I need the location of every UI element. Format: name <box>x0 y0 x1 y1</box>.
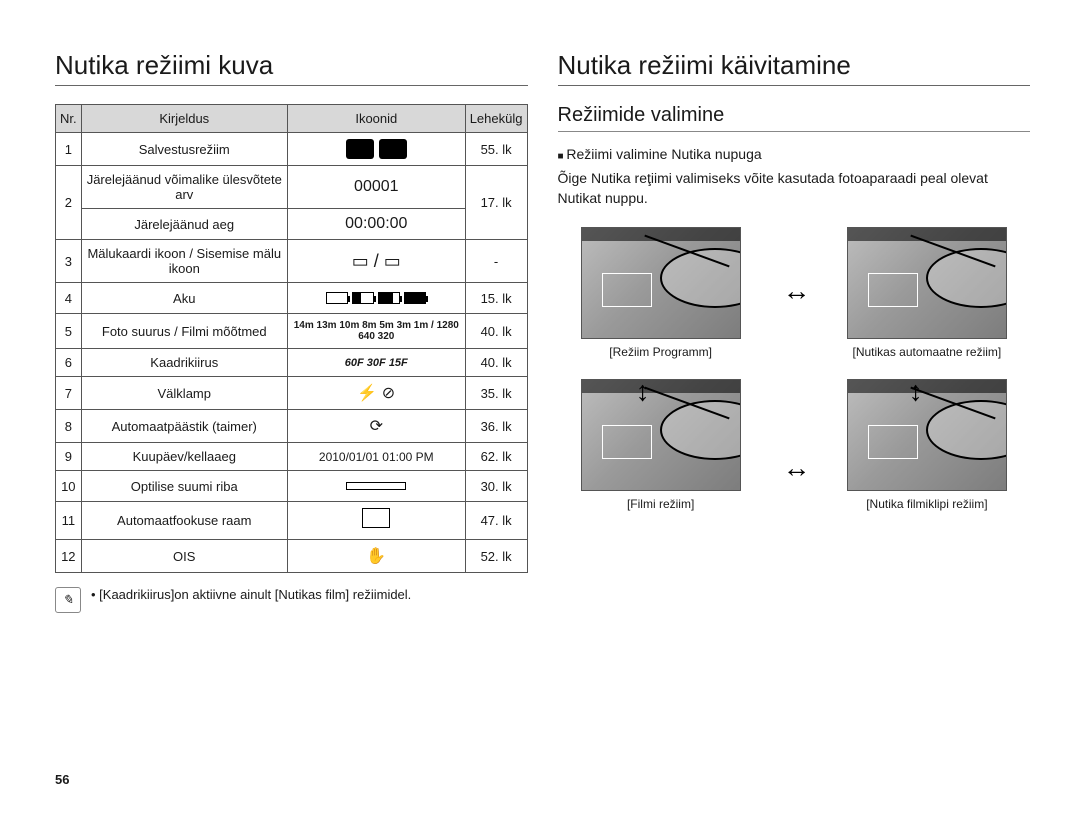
smart-icon <box>379 139 407 159</box>
body-text: Õige Nutika reţiimi valimiseks võite kas… <box>558 168 1031 209</box>
cell-desc: Aku <box>81 283 287 314</box>
thumb-block: [Nutikas automaatne režiim] <box>824 227 1030 359</box>
thumb-caption: [Filmi režiim] <box>558 497 764 511</box>
cell-icons: 2010/01/01 01:00 PM <box>287 443 465 471</box>
timer-icon: ⟳ <box>370 418 383 435</box>
cell-desc: Foto suurus / Filmi mõõtmed <box>81 314 287 349</box>
th-desc: Kirjeldus <box>81 105 287 133</box>
cell-page: 40. lk <box>465 314 527 349</box>
cell-page: 62. lk <box>465 443 527 471</box>
th-icons: Ikoonid <box>287 105 465 133</box>
battery-icon <box>324 289 428 306</box>
th-nr: Nr. <box>56 105 82 133</box>
camera-icon <box>346 139 374 159</box>
note-icon: ✎ <box>55 587 81 613</box>
cell-icons: 00:00:00 <box>287 209 465 240</box>
cell-nr: 2 <box>56 166 82 240</box>
thumb-caption: [Režiim Programm] <box>558 345 764 359</box>
cell-page: 17. lk <box>465 166 527 240</box>
ois-icon: ✋ <box>366 548 386 565</box>
cell-icons: ✋ <box>287 540 465 573</box>
left-title: Nutika režiimi kuva <box>55 50 528 86</box>
thumb-caption: [Nutikas automaatne režiim] <box>824 345 1030 359</box>
cell-desc: OIS <box>81 540 287 573</box>
cell-icons <box>287 283 465 314</box>
note-text: • [Kaadrikiirus]on aktiivne ainult [Nuti… <box>91 587 411 602</box>
cell-nr: 5 <box>56 314 82 349</box>
right-subtitle: Režiimide valimine <box>558 104 1031 132</box>
cell-icons: 60F 30F 15F <box>287 349 465 377</box>
cell-page: 40. lk <box>465 349 527 377</box>
cell-page: 47. lk <box>465 502 527 540</box>
zoom-bar-icon <box>346 482 406 490</box>
cell-nr: 9 <box>56 443 82 471</box>
icons-table: Nr. Kirjeldus Ikoonid Lehekülg 1 Salvest… <box>55 104 528 573</box>
cell-page: 35. lk <box>465 377 527 410</box>
cell-desc: Kaadrikiirus <box>81 349 287 377</box>
cell-nr: 10 <box>56 471 82 502</box>
cell-icons: 14m 13m 10m 8m 5m 3m 1m / 1280 640 320 <box>287 314 465 349</box>
thumb-caption: [Nutika filmiklipi režiim] <box>824 497 1030 511</box>
cell-icons <box>287 471 465 502</box>
cell-page: 30. lk <box>465 471 527 502</box>
cell-icons: ⟳ <box>287 410 465 443</box>
thumbs-wrap: [Režiim Programm] [Nutikas automaatne re… <box>558 227 1031 511</box>
arrow-icon: ↔ <box>783 452 811 484</box>
thumb-preview <box>847 227 1007 339</box>
cell-page: 55. lk <box>465 133 527 166</box>
cell-icons: ▭ / ▭ <box>287 240 465 283</box>
cell-desc: Järelejäänud võimalike ülesvõtete arv <box>81 166 287 209</box>
cell-page: - <box>465 240 527 283</box>
cell-icons <box>287 133 465 166</box>
thumb-block: [Režiim Programm] <box>558 227 764 359</box>
page-number: 56 <box>55 772 69 787</box>
cell-nr: 8 <box>56 410 82 443</box>
cell-icons: ⚡ ⊘ <box>287 377 465 410</box>
focus-frame-icon <box>362 508 390 528</box>
cell-page: 36. lk <box>465 410 527 443</box>
arrow-icon: ↔ <box>783 275 811 307</box>
cell-nr: 3 <box>56 240 82 283</box>
cell-page: 52. lk <box>465 540 527 573</box>
cell-desc: Optilise suumi riba <box>81 471 287 502</box>
cell-desc: Automaatfookuse raam <box>81 502 287 540</box>
arrow-icon: ↔ <box>631 379 663 407</box>
th-page: Lehekülg <box>465 105 527 133</box>
flash-icon: ⚡ ⊘ <box>357 385 395 402</box>
cell-nr: 11 <box>56 502 82 540</box>
note-row: ✎ • [Kaadrikiirus]on aktiivne ainult [Nu… <box>55 587 528 613</box>
cell-desc: Mälukaardi ikoon / Sisemise mälu ikoon <box>81 240 287 283</box>
thumb-preview <box>581 227 741 339</box>
right-title: Nutika režiimi käivitamine <box>558 50 1031 86</box>
cell-icons: 00001 <box>287 166 465 209</box>
cell-icons <box>287 502 465 540</box>
cell-nr: 7 <box>56 377 82 410</box>
cell-desc: Välklamp <box>81 377 287 410</box>
cell-desc: Järelejäänud aeg <box>81 209 287 240</box>
bullet-line: Režiimi valimine Nutika nupuga <box>558 146 1031 162</box>
cell-desc: Kuupäev/kellaaeg <box>81 443 287 471</box>
cell-nr: 6 <box>56 349 82 377</box>
cell-nr: 12 <box>56 540 82 573</box>
cell-nr: 1 <box>56 133 82 166</box>
cell-page: 15. lk <box>465 283 527 314</box>
arrow-icon: ↔ <box>904 379 936 407</box>
cell-nr: 4 <box>56 283 82 314</box>
cell-desc: Salvestusrežiim <box>81 133 287 166</box>
cell-desc: Automaatpäästik (taimer) <box>81 410 287 443</box>
